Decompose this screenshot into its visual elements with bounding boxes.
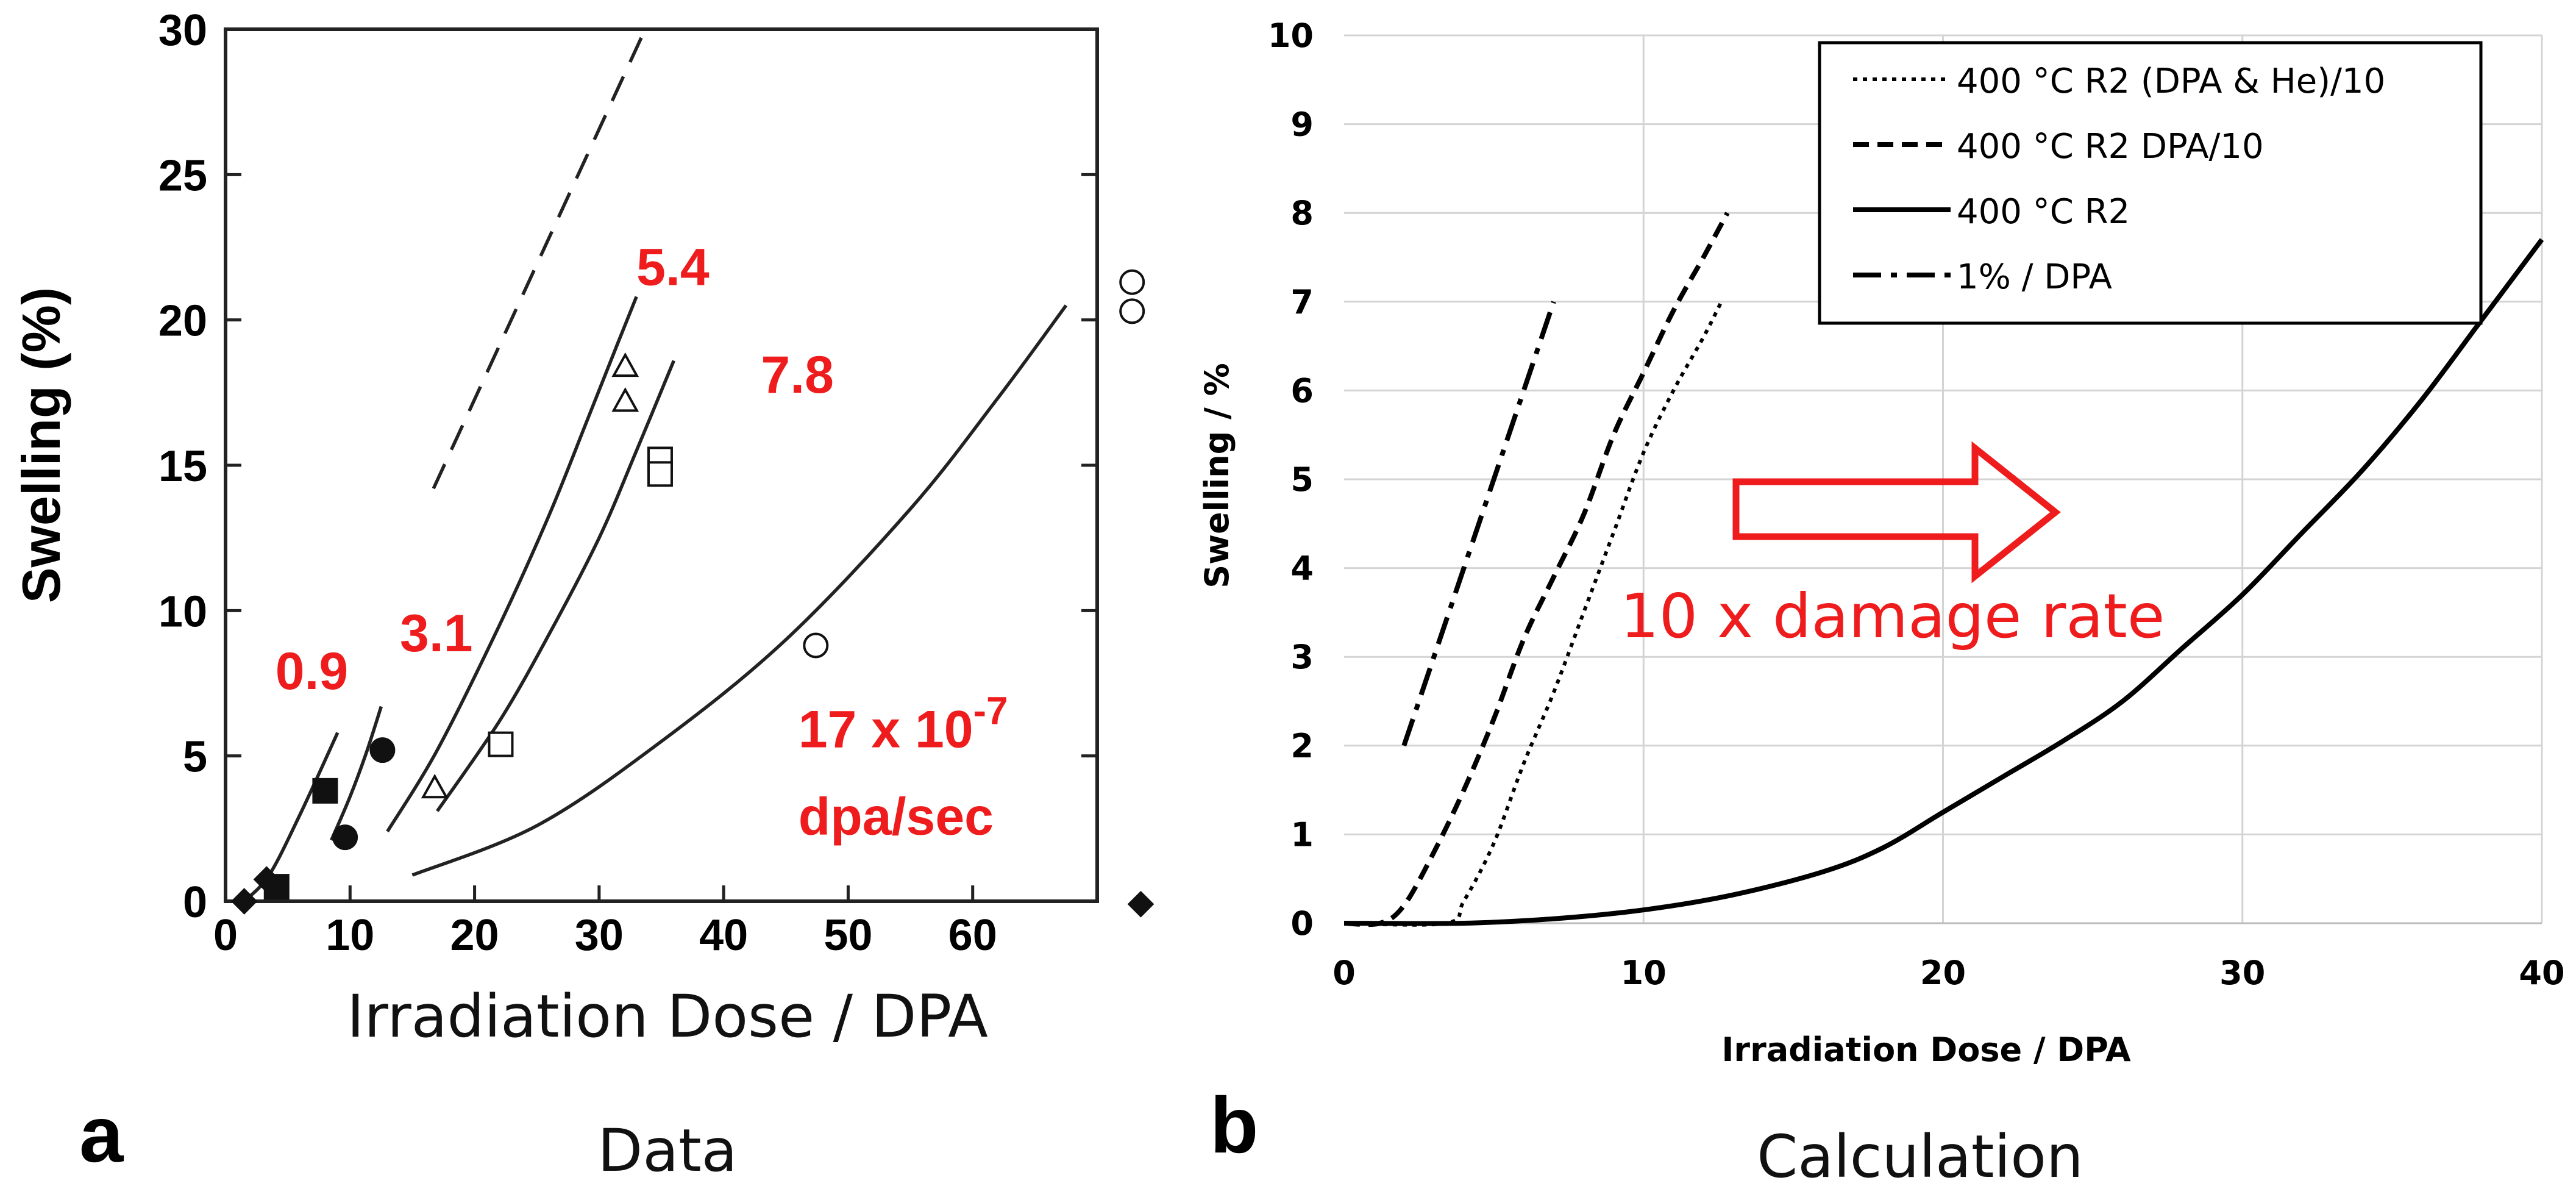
panel-a-marker-triangle-open (611, 387, 639, 412)
panel-a-x-tick-label: 20 (450, 911, 499, 960)
panel-b-y-axis-label: Swelling / % (1198, 363, 1236, 588)
panel-a-rate-label: 7.8 (761, 346, 834, 404)
panel-b-y-tick-label: 10 (1268, 16, 1314, 55)
panel-a-x-axis-label: Irradiation Dose / DPA (347, 982, 988, 1051)
panel-b-series-dashed (1343, 212, 1730, 927)
panel-b-arrow-icon (1732, 441, 2061, 584)
panel-a-marker-square-open (488, 731, 514, 757)
panel-a-x-tick-label: 30 (575, 911, 624, 960)
panel-a-marker-circle-open (1119, 269, 1145, 295)
panel-a-series-5-4 (386, 296, 638, 833)
panel-a-marker-square-filled (263, 874, 290, 900)
panel-b-annotation: 10 x damage rate (1620, 581, 2165, 652)
panel-a-rate-label: 5.4 (636, 238, 710, 296)
panel-a-plot-area (224, 27, 1155, 918)
panel-a-y-tick-label: 25 (158, 151, 207, 200)
panel-b-y-tick-label: 3 (1290, 638, 1314, 676)
panel-a-series-7-8 (436, 360, 675, 812)
panel-b-plot-area (1343, 212, 2544, 927)
panel-a-x-tick-label: 40 (699, 911, 748, 960)
panel-a-marker-square-open (647, 461, 673, 487)
panel-b-series-solid (1343, 238, 2544, 926)
panel-a-x-tick-label: 0 (213, 911, 238, 960)
panel-a-x-tick-label: 10 (326, 911, 374, 960)
panel-a-rate-superscript: -7 (973, 688, 1008, 732)
panel-a-rate-label: 17 x 10-7 (799, 688, 1008, 759)
panel-b-y-tick-label: 4 (1290, 549, 1314, 588)
panel-a-letter: a (79, 1090, 124, 1179)
panel-b-y-tick-label: 5 (1290, 460, 1314, 499)
panel-b-y-ticks: 0 1 2 3 4 5 6 7 8 9 10 (1268, 16, 1314, 943)
panel-a-y-tick-label: 10 (158, 587, 207, 636)
panel-a-caption: Data (597, 1117, 737, 1185)
panel-a-marker-circle-filled (332, 824, 358, 851)
panel-a-x-tick-label: 50 (824, 911, 872, 960)
panel-a-rate-label: 0.9 (276, 642, 349, 701)
panel-b-legend-label: 400 °C R2 (1957, 192, 2130, 232)
panel-a-marker-triangle-open (421, 773, 449, 799)
panel-a-y-tick-label: 20 (158, 297, 207, 346)
panel-a-marker-triangle-open (611, 352, 639, 377)
panel-a-marker-circle-open (1119, 298, 1145, 324)
panel-a-rate-label: 3.1 (400, 604, 473, 663)
panel-b-y-tick-label: 0 (1290, 904, 1314, 943)
panel-a-marker-square-filled (312, 777, 338, 804)
panel-a-y-tick-label: 30 (158, 6, 207, 55)
panel-b-x-tick-label: 0 (1332, 954, 1356, 992)
panel-a-y-axis-label: Swelling (%) (11, 287, 71, 603)
panel-a-y-tick-label: 15 (158, 442, 207, 491)
panel-a-marker-diamond-filled (1127, 890, 1155, 918)
panel-b-y-tick-label: 1 (1290, 815, 1314, 854)
panel-a-rate-label: dpa/sec (799, 787, 994, 846)
panel-a-frame (224, 27, 1099, 903)
panel-b: Swelling / % 0 1 2 3 4 5 6 7 8 9 10 0 10 20 30 40 10 x… (1198, 16, 2565, 1191)
panel-b-caption: Calculation (1757, 1123, 2083, 1191)
panel-b-legend-label: 400 °C R2 (DPA & He)/10 (1957, 62, 2385, 101)
panel-b-x-tick-label: 30 (2219, 954, 2265, 992)
panel-b-legend-label: 400 °C R2 DPA/10 (1957, 127, 2264, 166)
panel-a-y-tick-label: 5 (183, 733, 207, 782)
panel-b-x-tick-label: 10 (1621, 954, 1667, 992)
panel-a-marker-circle-filled (369, 737, 396, 763)
panel-b-legend: 400 °C R2 (DPA & He)/10 400 °C R2 DPA/10 4… (1818, 41, 2483, 325)
panel-a-series-17 (411, 304, 1068, 877)
panel-b-x-axis-label: Irradiation Dose / DPA (1721, 1031, 2131, 1069)
panel-b-x-tick-label: 20 (1920, 954, 1966, 992)
panel-b-y-tick-label: 8 (1290, 194, 1314, 232)
panel-b-y-tick-label: 2 (1290, 727, 1314, 765)
panel-b-series-dotted (1343, 301, 1723, 927)
panel-a-x-ticks: 0 10 20 30 40 50 60 (213, 885, 997, 960)
panel-a-y-ticks: 0 5 10 15 20 25 30 (158, 6, 1097, 927)
panel-a-annotations: 0.9 3.1 5.4 7.8 17 x 10-7 dpa/sec (276, 238, 1008, 846)
panel-b-y-tick-label: 6 (1290, 371, 1314, 410)
panel-a-series-0-9 (243, 732, 340, 902)
panel-b-series-dashdot (1401, 301, 1556, 747)
panel-b-x-ticks: 0 10 20 30 40 (1332, 954, 2564, 992)
panel-a-marker-circle-open (803, 632, 829, 659)
panel-a-x-tick-label: 60 (948, 911, 997, 960)
panel-b-x-tick-label: 40 (2519, 954, 2564, 992)
panel-a-y-tick-label: 0 (183, 878, 207, 927)
panel-a-marker-diamond-filled (230, 888, 258, 915)
panel-b-legend-label: 1% / DPA (1957, 257, 2112, 297)
panel-b-letter: b (1210, 1081, 1258, 1170)
panel-b-y-tick-label: 9 (1290, 105, 1314, 144)
panel-a-series-3-1 (330, 706, 383, 841)
panel-b-y-tick-label: 7 (1290, 283, 1314, 321)
panel-a-series-dashed-trend (432, 28, 647, 490)
